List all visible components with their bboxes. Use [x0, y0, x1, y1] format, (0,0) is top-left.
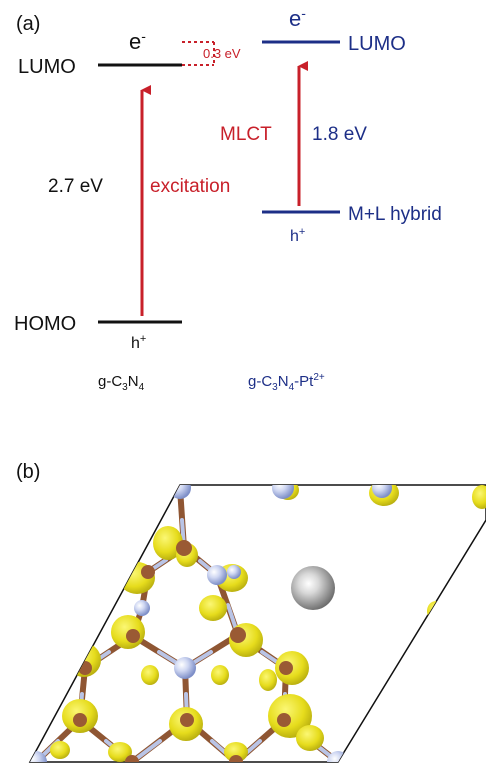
pt-gap-label: 1.8 eV: [312, 124, 367, 145]
offset-label: 0.3 eV: [203, 46, 241, 61]
panel-a-label: (a): [16, 13, 40, 35]
gc3n4-gap-label: 2.7 eV: [48, 176, 103, 197]
structure-model: [30, 485, 486, 762]
gc3n4-lumo-label: LUMO: [18, 56, 76, 78]
gc3n4-pt-levels: e- LUMO M+L hybrid h+ MLCT 1.8 eV g-C3N4…: [220, 5, 442, 393]
pt-electron-label: e-: [289, 5, 306, 31]
pt-material-label: g-C3N4-Pt2+: [248, 372, 325, 393]
panel-b-label: (b): [16, 461, 40, 483]
gc3n4-homo-label: HOMO: [14, 313, 76, 335]
pt-hole-label: h+: [290, 226, 305, 245]
platinum-atom: [291, 566, 335, 610]
charge-density-lobes: [50, 485, 486, 762]
panel-b: (b): [16, 461, 486, 763]
unit-cell-outline: [28, 484, 486, 763]
excitation-label: excitation: [150, 176, 230, 197]
gc3n4-material-label: g-C3N4: [98, 373, 145, 393]
gc3n4-levels: LUMO e- HOMO h+ 2.7 eV excitation g-C3N4: [14, 28, 230, 393]
hybrid-label: M+L hybrid: [348, 204, 442, 225]
mlct-label: MLCT: [220, 124, 272, 145]
panel-a: (a) LUMO e- HOMO h+ 2.7 eV excitation g-…: [14, 5, 442, 393]
offset-indicator: 0.3 eV: [182, 41, 241, 66]
pt-lumo-label: LUMO: [348, 33, 406, 55]
gc3n4-electron-label: e-: [129, 28, 146, 54]
gc3n4-hole-label: h+: [131, 333, 146, 352]
